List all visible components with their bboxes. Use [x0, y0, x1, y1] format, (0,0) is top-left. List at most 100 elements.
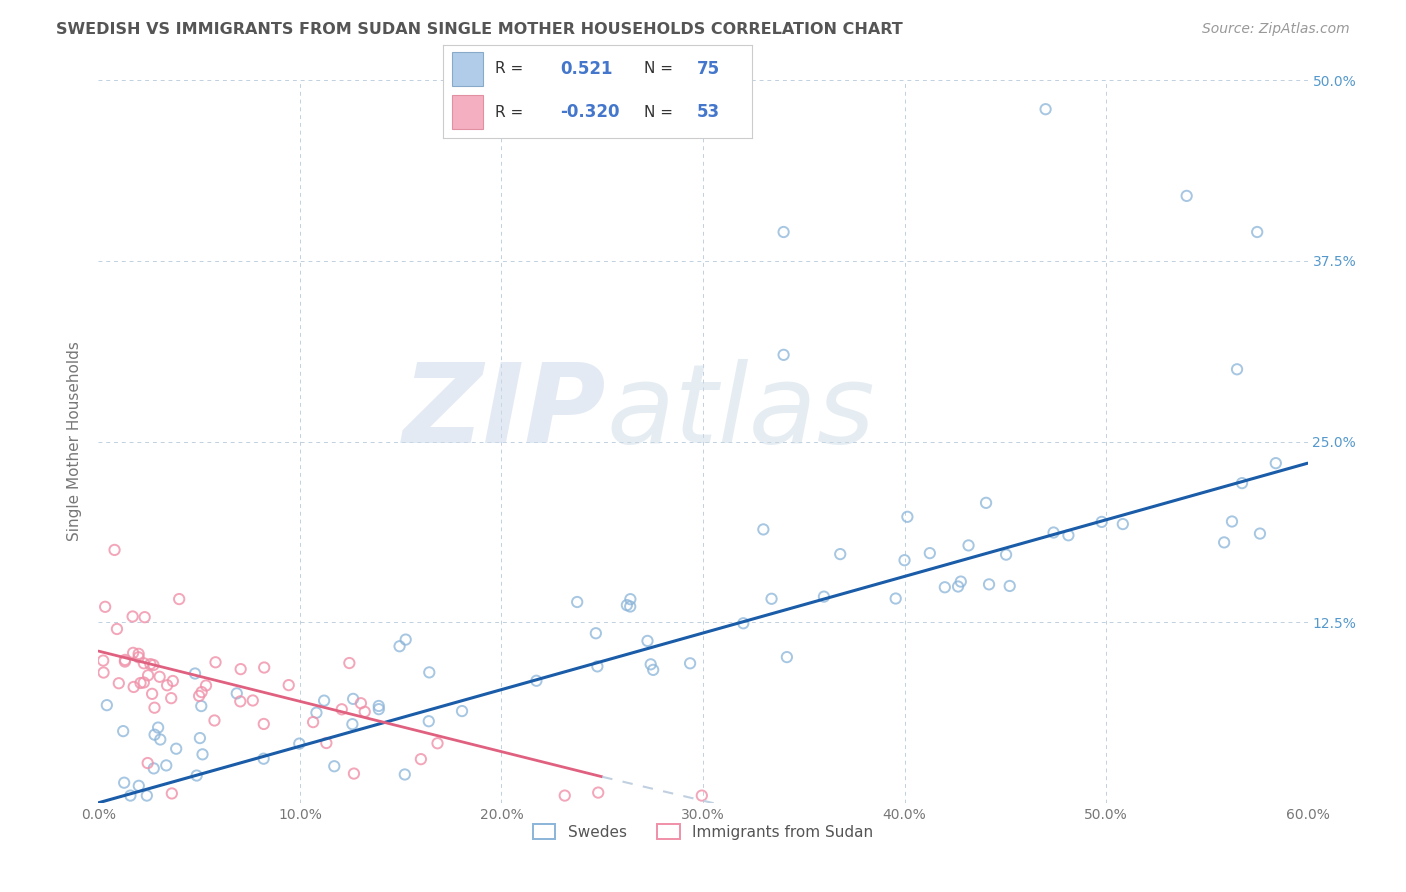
- Point: [772, 225, 794, 239]
- Point: [160, 787, 183, 801]
- Point: [155, 758, 177, 772]
- Point: [690, 789, 713, 803]
- Point: [998, 579, 1021, 593]
- Point: [94, 599, 117, 614]
- Text: N =: N =: [644, 62, 673, 77]
- Point: [616, 598, 638, 612]
- Point: [122, 646, 145, 660]
- Point: [305, 706, 328, 720]
- Point: [395, 632, 418, 647]
- Text: N =: N =: [644, 104, 673, 120]
- Point: [394, 767, 416, 781]
- Point: [957, 538, 980, 552]
- Point: [1175, 189, 1198, 203]
- Point: [813, 590, 835, 604]
- Point: [343, 766, 366, 780]
- Point: [752, 523, 775, 537]
- Point: [277, 678, 299, 692]
- Point: [91, 654, 114, 668]
- Point: [188, 689, 211, 703]
- Point: [451, 704, 474, 718]
- Point: [114, 653, 136, 667]
- Point: [122, 680, 145, 694]
- Point: [143, 700, 166, 714]
- Point: [253, 660, 276, 674]
- Point: [353, 705, 375, 719]
- Point: [893, 553, 915, 567]
- Point: [195, 679, 218, 693]
- Point: [637, 634, 659, 648]
- Point: [120, 789, 142, 803]
- Y-axis label: Single Mother Households: Single Mother Households: [67, 342, 83, 541]
- Point: [995, 548, 1018, 562]
- Point: [918, 546, 941, 560]
- Point: [229, 694, 252, 708]
- Point: [160, 691, 183, 706]
- Point: [186, 768, 208, 782]
- Point: [1057, 528, 1080, 542]
- Point: [350, 696, 373, 710]
- Text: Source: ZipAtlas.com: Source: ZipAtlas.com: [1202, 22, 1350, 37]
- Point: [149, 670, 172, 684]
- Point: [121, 609, 143, 624]
- Point: [974, 496, 997, 510]
- Point: [253, 717, 276, 731]
- Point: [330, 702, 353, 716]
- Point: [1220, 515, 1243, 529]
- Point: [1213, 535, 1236, 549]
- Text: ZIP: ZIP: [402, 359, 606, 467]
- Point: [1249, 526, 1271, 541]
- Point: [162, 673, 184, 688]
- Point: [884, 591, 907, 606]
- Point: [946, 580, 969, 594]
- Point: [112, 724, 135, 739]
- Point: [129, 676, 152, 690]
- Point: [949, 574, 972, 589]
- Point: [342, 717, 364, 731]
- Point: [136, 668, 159, 682]
- Point: [128, 779, 150, 793]
- Point: [107, 676, 129, 690]
- Point: [112, 775, 135, 789]
- Point: [830, 547, 852, 561]
- Point: [554, 789, 576, 803]
- Point: [337, 656, 360, 670]
- Point: [229, 662, 252, 676]
- Point: [165, 741, 187, 756]
- Point: [426, 736, 449, 750]
- Point: [934, 580, 956, 594]
- FancyBboxPatch shape: [453, 95, 484, 129]
- Point: [1226, 362, 1249, 376]
- Point: [156, 678, 179, 692]
- Text: 53: 53: [696, 103, 720, 121]
- Point: [128, 647, 150, 661]
- Point: [149, 732, 172, 747]
- Point: [526, 673, 548, 688]
- Point: [418, 714, 440, 729]
- FancyBboxPatch shape: [453, 52, 484, 86]
- Point: [103, 542, 125, 557]
- Point: [204, 655, 226, 669]
- Point: [619, 592, 641, 607]
- Legend: Swedes, Immigrants from Sudan: Swedes, Immigrants from Sudan: [526, 818, 880, 846]
- Point: [1246, 225, 1268, 239]
- Point: [188, 731, 211, 745]
- Point: [585, 626, 607, 640]
- Point: [93, 665, 115, 680]
- Point: [146, 721, 169, 735]
- Text: SWEDISH VS IMMIGRANTS FROM SUDAN SINGLE MOTHER HOUSEHOLDS CORRELATION CHART: SWEDISH VS IMMIGRANTS FROM SUDAN SINGLE …: [56, 22, 903, 37]
- Text: R =: R =: [495, 104, 523, 120]
- Point: [167, 592, 190, 607]
- Point: [191, 747, 214, 762]
- Point: [135, 789, 157, 803]
- Point: [136, 756, 159, 770]
- Point: [388, 639, 411, 653]
- Point: [190, 685, 212, 699]
- Point: [643, 663, 665, 677]
- Point: [619, 599, 641, 614]
- Point: [114, 655, 136, 669]
- Point: [1112, 517, 1135, 532]
- Point: [314, 693, 336, 707]
- Text: -0.320: -0.320: [561, 103, 620, 121]
- Point: [315, 736, 337, 750]
